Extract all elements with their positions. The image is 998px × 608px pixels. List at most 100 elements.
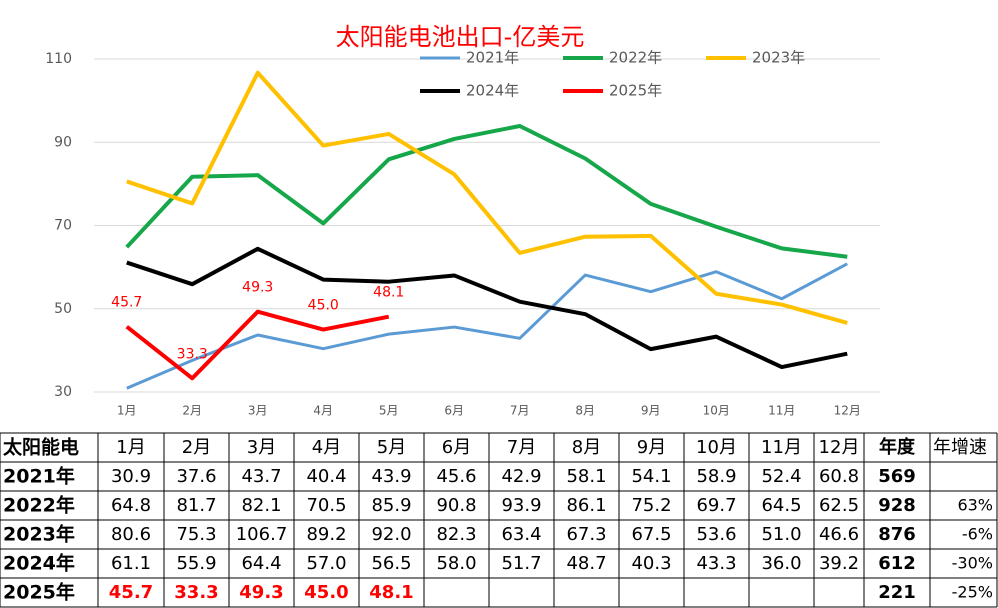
table-cell: 2023年	[3, 523, 75, 546]
table-header: 1月	[116, 437, 145, 458]
y-tick-label: 30	[54, 384, 72, 400]
data-label: 45.0	[308, 298, 339, 314]
table-cell: 61.1	[111, 553, 151, 574]
table-cell: 58.9	[696, 466, 736, 487]
data-label: 48.1	[373, 285, 404, 301]
line-series	[126, 70, 848, 325]
x-tick-label: 1月	[117, 404, 137, 418]
table-header: 6月	[442, 437, 471, 458]
x-tick-label: 5月	[379, 404, 399, 418]
table-cell: 58.1	[566, 466, 606, 487]
table-cell: 51.0	[761, 524, 801, 545]
table-cell: 39.2	[819, 553, 859, 574]
table-cell: 75.3	[176, 524, 216, 545]
y-tick-label: 70	[54, 218, 72, 234]
table-cell: 221	[878, 582, 916, 603]
table-cell: 54.1	[631, 466, 671, 487]
table-cell: -25%	[952, 583, 993, 602]
table-cell: -30%	[952, 554, 993, 573]
table-cell: 45.0	[304, 582, 348, 603]
x-tick-label: 7月	[510, 404, 530, 418]
table-cell: 80.6	[111, 524, 151, 545]
chart-title: 太阳能电池出口-亿美元	[336, 23, 585, 51]
table-cell: 48.7	[566, 553, 606, 574]
table-cell: 569	[878, 466, 916, 487]
table-cell: 63%	[957, 496, 993, 515]
table-cell: 37.6	[176, 466, 216, 487]
table-cell: 53.6	[696, 524, 736, 545]
table-cell: 81.7	[176, 495, 216, 516]
y-tick-label: 50	[54, 301, 72, 317]
table-header: 12月	[819, 437, 860, 458]
table-cell: 2022年	[3, 494, 75, 517]
table-cell: 43.3	[696, 553, 736, 574]
x-tick-label: 8月	[575, 404, 595, 418]
table-cell: 64.5	[761, 495, 801, 516]
table-cell: 82.3	[436, 524, 476, 545]
table-cell: 67.5	[631, 524, 671, 545]
table-cell: 70.5	[306, 495, 346, 516]
table-header: 8月	[572, 437, 601, 458]
data-label: 33.3	[177, 346, 208, 362]
legend-label: 2021年	[466, 49, 519, 67]
table-cell: 48.1	[369, 582, 413, 603]
legend-label: 2025年	[609, 82, 662, 100]
table-cell: 69.7	[696, 495, 736, 516]
table-cell: 64.4	[241, 553, 281, 574]
table-cell: 30.9	[111, 466, 151, 487]
table-cell: 2024年	[3, 552, 75, 575]
data-label: 45.7	[111, 295, 142, 311]
table-cell: 46.6	[819, 524, 859, 545]
table-cell: 60.8	[819, 466, 859, 487]
table-cell: 40.3	[631, 553, 671, 574]
x-tick-label: 6月	[444, 404, 464, 418]
table-cell: 57.0	[306, 553, 346, 574]
table-header: 10月	[696, 437, 737, 458]
x-tick-label: 9月	[641, 404, 661, 418]
x-tick-label: 2月	[182, 404, 202, 418]
table-cell: 55.9	[176, 553, 216, 574]
table-cell: 82.1	[241, 495, 281, 516]
table-cell: 928	[878, 495, 916, 516]
x-tick-label: 12月	[834, 404, 861, 418]
table-header: 4月	[312, 437, 341, 458]
y-tick-label: 90	[54, 134, 72, 150]
table-cell: 62.5	[819, 495, 859, 516]
table-cell: 56.5	[371, 553, 411, 574]
table-cell: 45.6	[436, 466, 476, 487]
table-cell: 64.8	[111, 495, 151, 516]
table-cell: 2021年	[3, 465, 75, 488]
table-cell: 51.7	[501, 553, 541, 574]
table-header: 2月	[182, 437, 211, 458]
table-cell: 89.2	[306, 524, 346, 545]
table-cell: 2025年	[3, 581, 75, 604]
table-cell: 42.9	[501, 466, 541, 487]
x-tick-label: 10月	[703, 404, 730, 418]
table-cell: 75.2	[631, 495, 671, 516]
table-cell: 63.4	[501, 524, 541, 545]
table-header: 年增速	[933, 437, 987, 458]
table-cell: 40.4	[306, 466, 346, 487]
table-cell: 612	[878, 553, 916, 574]
table-header: 9月	[637, 437, 666, 458]
legend-label: 2023年	[752, 49, 805, 67]
table-cell: 33.3	[174, 582, 218, 603]
table-cell: 36.0	[761, 553, 801, 574]
table-cell: 58.0	[436, 553, 476, 574]
legend-label: 2022年	[609, 49, 662, 67]
x-tick-label: 4月	[313, 404, 333, 418]
table-cell: -6%	[962, 525, 993, 544]
table-cell: 43.7	[241, 466, 281, 487]
x-tick-label: 11月	[768, 404, 795, 418]
table-cell: 45.7	[109, 582, 153, 603]
table-cell: 85.9	[371, 495, 411, 516]
table-cell: 92.0	[371, 524, 411, 545]
table-cell: 43.9	[371, 466, 411, 487]
line-series	[125, 309, 390, 381]
table-cell: 49.3	[239, 582, 283, 603]
table-cell: 93.9	[501, 495, 541, 516]
table-cell: 67.3	[566, 524, 606, 545]
table-header: 5月	[377, 437, 406, 458]
table-header: 3月	[247, 437, 276, 458]
